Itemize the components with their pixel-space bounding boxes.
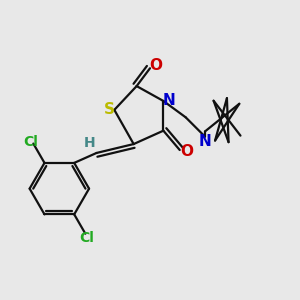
Text: Cl: Cl xyxy=(80,231,94,245)
Text: H: H xyxy=(83,136,95,150)
Text: O: O xyxy=(181,144,194,159)
Text: O: O xyxy=(149,58,162,73)
Text: N: N xyxy=(199,134,212,148)
Text: S: S xyxy=(103,102,115,117)
Text: N: N xyxy=(162,94,175,109)
Text: Cl: Cl xyxy=(23,135,38,149)
